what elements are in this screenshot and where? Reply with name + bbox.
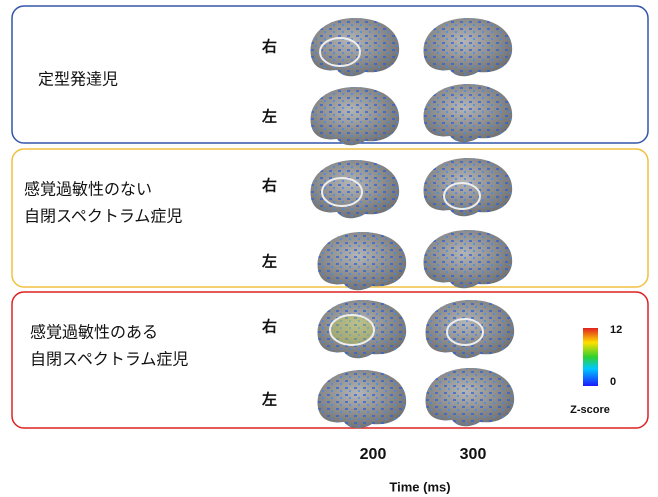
- group-label: 自閉スペクトラム症児: [30, 350, 188, 369]
- brain-image: [310, 18, 400, 77]
- group-label: 感覚過敏性のない: [24, 180, 152, 199]
- brain-image: [425, 368, 515, 427]
- hemisphere-label: 右: [262, 318, 277, 336]
- brain-image: [317, 232, 407, 291]
- roi-circle: [443, 182, 481, 210]
- axis-title: Time (ms): [389, 479, 450, 494]
- colorbar: [583, 328, 598, 386]
- panel-frame: [11, 148, 649, 288]
- brain-image: [425, 300, 515, 359]
- group-label: 自閉スペクトラム症児: [24, 207, 182, 226]
- group-label: 定型発達児: [38, 70, 118, 89]
- hemisphere-label: 左: [261, 391, 277, 409]
- colorbar-title: Z-score: [570, 404, 610, 416]
- brain-image: [423, 18, 513, 77]
- roi-circle: [446, 318, 484, 346]
- hemisphere-label: 右: [262, 38, 277, 56]
- hemisphere-label: 左: [261, 253, 277, 271]
- panel-frame: [11, 291, 649, 429]
- brain-image: [310, 87, 400, 146]
- brain-image: [310, 160, 400, 219]
- brain-image: [423, 230, 513, 289]
- roi-circle: [321, 177, 363, 207]
- roi-circle: [319, 37, 361, 67]
- panel-frame: [11, 5, 649, 144]
- brain-image: [423, 84, 513, 143]
- hemisphere-label: 右: [262, 177, 277, 195]
- colorbar-min: 0: [610, 376, 616, 388]
- colorbar-max: 12: [610, 324, 622, 336]
- hemisphere-label: 左: [261, 108, 277, 126]
- roi-circle: [329, 314, 375, 346]
- time-label: 200: [360, 446, 387, 463]
- time-label: 300: [460, 446, 487, 463]
- group-label: 感覚過敏性のある: [30, 323, 158, 342]
- brain-image: [317, 370, 407, 429]
